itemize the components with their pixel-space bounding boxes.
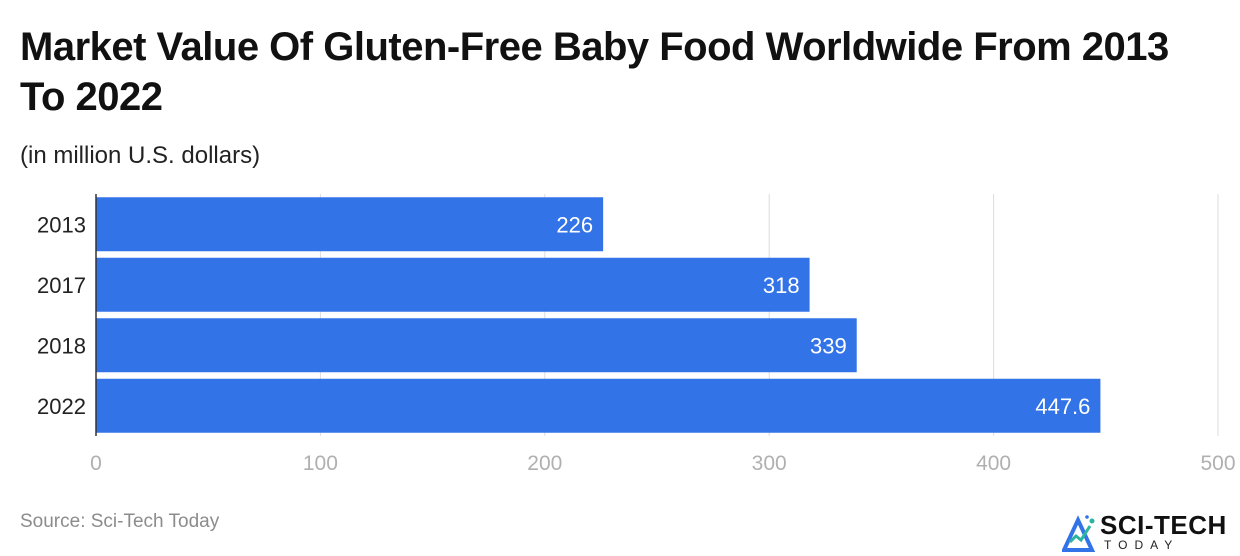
logo-subtext: TODAY [1104, 538, 1180, 552]
category-label: 2017 [37, 273, 86, 298]
x-tick-label: 500 [1200, 452, 1235, 475]
bar-2022 [96, 378, 1101, 433]
logo-wordmark: SCI-TECH [1100, 510, 1227, 540]
category-label: 2018 [37, 333, 86, 358]
bars [96, 197, 1101, 433]
value-label: 339 [810, 333, 847, 358]
source-note: Source: Sci-Tech Today [20, 511, 220, 532]
mountain-chart-icon [1062, 515, 1096, 552]
chart-subtitle: (in million U.S. dollars) [20, 142, 261, 169]
x-tick-label: 400 [976, 452, 1011, 475]
chart-title: Market Value Of Gluten-Free Baby Food Wo… [20, 25, 1169, 119]
x-tick-label: 100 [303, 452, 338, 475]
bar-2017 [96, 257, 810, 312]
x-tick-label: 0 [90, 452, 102, 475]
value-label: 318 [763, 273, 800, 298]
category-labels: 2013 2017 2018 2022 [37, 212, 86, 419]
x-tick-label: 200 [527, 452, 562, 475]
bar-2013 [96, 197, 604, 252]
value-labels: 226 318 339 447.6 [556, 212, 1090, 419]
category-label: 2013 [37, 212, 86, 237]
x-tick-labels: 0 100 200 300 400 500 [90, 452, 1235, 475]
category-label: 2022 [37, 394, 86, 419]
sci-tech-logo: SCI-TECH TODAY [1062, 510, 1237, 554]
value-label: 447.6 [1035, 394, 1090, 419]
bar-2018 [96, 318, 857, 373]
value-label: 226 [556, 212, 593, 237]
x-tick-label: 300 [752, 452, 787, 475]
